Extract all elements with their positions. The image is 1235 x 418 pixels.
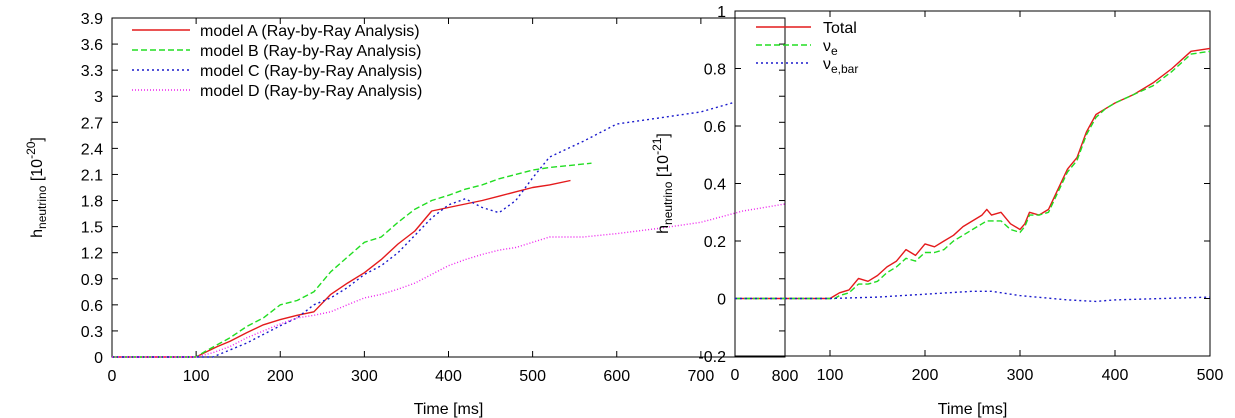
- y-axis-label: hneutrino [10-21]: [650, 133, 675, 234]
- x-tick-label: 300: [351, 368, 378, 385]
- x-tick-label: 400: [435, 368, 462, 385]
- y-tick-label: 1.2: [81, 246, 103, 263]
- y-tick-label: 3.6: [81, 37, 103, 54]
- y-tick-label: 0.3: [81, 324, 103, 341]
- x-tick-label: 600: [603, 368, 630, 385]
- series-line-3: [112, 101, 735, 358]
- x-tick-label: 700: [688, 368, 715, 385]
- legend-label: model A (Ray-by-Ray Analysis): [200, 23, 420, 40]
- legend-label: Total: [823, 20, 857, 37]
- legend-label: νe: [823, 38, 838, 58]
- chart-panel-1: 0 100 200 300 400 500 600 700 80000.30.60.91.21.…: [24, 11, 798, 418]
- x-tick-label: 800: [772, 368, 799, 385]
- legend-label: model D (Ray-by-Ray Analysis): [200, 83, 422, 100]
- x-tick-label: 500: [519, 368, 546, 385]
- y-tick-label: 2.7: [81, 115, 103, 132]
- y-tick-label: 0.8: [704, 62, 726, 79]
- y-tick-label: 0.2: [704, 234, 726, 251]
- x-tick-label: 400: [1102, 367, 1129, 384]
- x-tick-label: 100: [183, 368, 210, 385]
- x-tick-label: 0: [108, 368, 117, 385]
- y-tick-label: 1.8: [81, 194, 103, 211]
- x-tick-label: 300: [1007, 367, 1034, 384]
- x-axis-label: Time [ms]: [414, 401, 484, 418]
- series-line-1: [735, 47, 1211, 300]
- y-axis-label: hneutrino [10-20]: [24, 137, 49, 238]
- series-line-2: [735, 50, 1211, 300]
- y-tick-label: 0.9: [81, 272, 103, 289]
- y-tick-label: 0: [717, 292, 726, 309]
- legend-label: model B (Ray-by-Ray Analysis): [200, 43, 421, 60]
- y-tick-label: 1: [717, 4, 726, 21]
- y-tick-label: 3: [94, 89, 103, 106]
- y-tick-label: 3.9: [81, 11, 103, 28]
- y-tick-label: 1.5: [81, 220, 103, 237]
- x-axis-label: Time [ms]: [938, 401, 1008, 418]
- y-tick-label: -0.2: [698, 349, 726, 366]
- y-tick-label: 0.6: [81, 298, 103, 315]
- x-tick-label: 200: [267, 368, 294, 385]
- x-tick-label: 500: [1197, 367, 1224, 384]
- x-tick-label: 100: [817, 367, 844, 384]
- y-tick-label: 2.4: [81, 141, 103, 158]
- y-tick-label: 3.3: [81, 63, 103, 80]
- legend-label: model C (Ray-by-Ray Analysis): [200, 63, 422, 80]
- y-tick-label: 0.4: [704, 177, 726, 194]
- series-line-4: [112, 203, 786, 358]
- x-tick-label: 0: [731, 367, 740, 384]
- x-tick-label: 200: [912, 367, 939, 384]
- series-line-1: [112, 179, 571, 358]
- y-tick-label: 0.6: [704, 119, 726, 136]
- chart-panel-2: 0 100 200 300 400 500 -0.2 0 0.2 0.4 0.6 0.8 1 Time […: [650, 4, 1223, 418]
- series-line-2: [112, 162, 592, 358]
- y-tick-label: 0: [94, 350, 103, 367]
- y-tick-label: 2.1: [81, 167, 103, 184]
- series-line-3: [735, 290, 1211, 303]
- legend-label: νe,bar: [823, 56, 858, 76]
